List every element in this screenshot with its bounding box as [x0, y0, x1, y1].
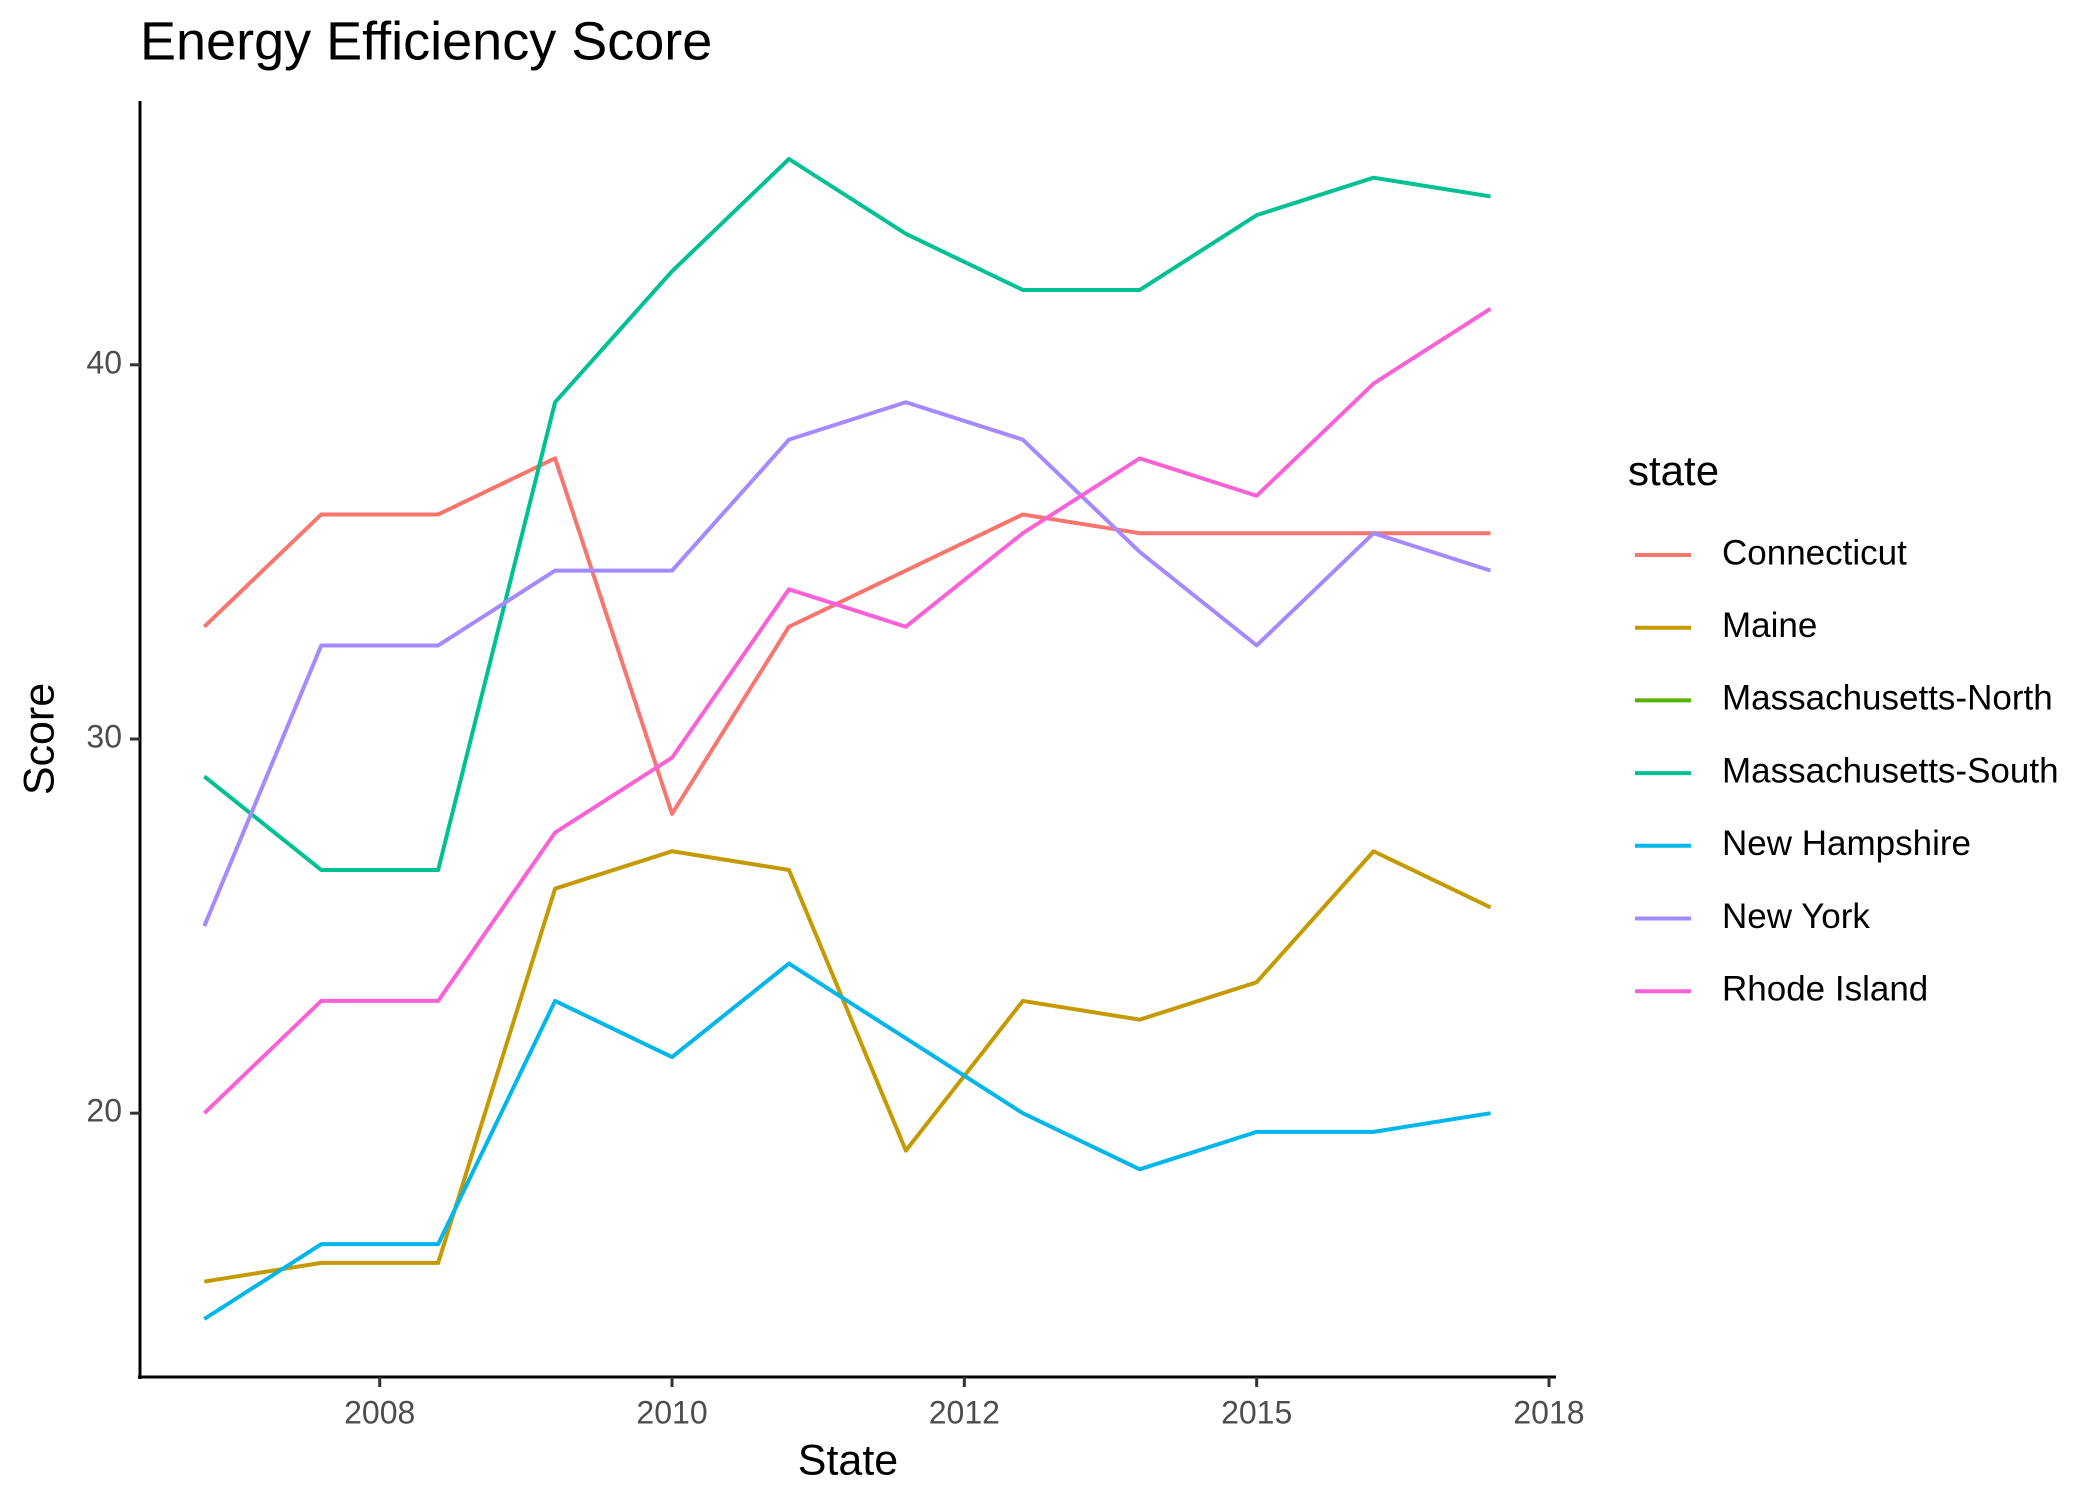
legend-label: New York	[1722, 897, 1870, 936]
y-tick-label: 40	[86, 344, 122, 380]
x-tick-label: 2012	[929, 1394, 1000, 1430]
y-tick-label: 20	[86, 1093, 122, 1129]
legend-label: Massachusetts-North	[1722, 679, 2053, 718]
legend-label: Maine	[1722, 606, 1817, 645]
y-tick-label: 30	[86, 718, 122, 754]
y-axis-title: Score	[15, 683, 63, 795]
legend-label: New Hampshire	[1722, 824, 1971, 863]
legend-title: state	[1628, 447, 1719, 494]
x-axis-title: State	[798, 1436, 898, 1484]
series-line	[203, 157, 1491, 872]
series-line	[202, 456, 1491, 816]
legend-label: Rhode Island	[1722, 969, 1928, 1008]
legend-label: Connecticut	[1722, 533, 1907, 572]
series-line	[203, 961, 1491, 1321]
chart-title: Energy Efficiency Score	[140, 11, 712, 71]
legend-label: Massachusetts-South	[1722, 751, 2059, 790]
series-line	[202, 400, 1492, 927]
x-tick-label: 2015	[1221, 1394, 1292, 1430]
x-tick-label: 2008	[344, 1394, 415, 1430]
x-tick-label: 2018	[1513, 1394, 1584, 1430]
series-line	[203, 849, 1492, 1284]
x-tick-label: 2010	[636, 1394, 707, 1430]
series-line	[202, 306, 1492, 1115]
